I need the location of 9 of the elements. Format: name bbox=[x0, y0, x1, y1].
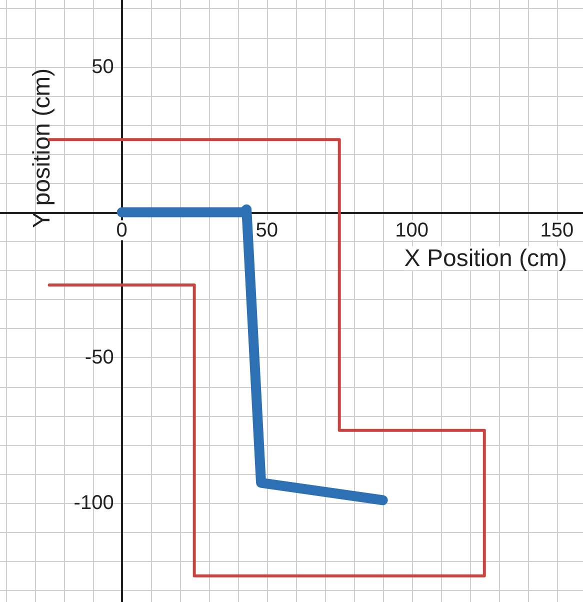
x-tick-label: 150 bbox=[540, 219, 574, 242]
x-tick-label: 50 bbox=[256, 219, 278, 242]
y-tick-label: 50 bbox=[92, 56, 114, 78]
y-tick-label: -100 bbox=[74, 492, 114, 514]
y-tick-label: -50 bbox=[84, 346, 114, 369]
x-tick-label: 0 bbox=[116, 219, 128, 242]
y-axis-title: Y position (cm) bbox=[28, 68, 56, 228]
x-tick-label: 100 bbox=[395, 219, 429, 242]
x-axis-title: X Position (cm) bbox=[404, 244, 567, 272]
